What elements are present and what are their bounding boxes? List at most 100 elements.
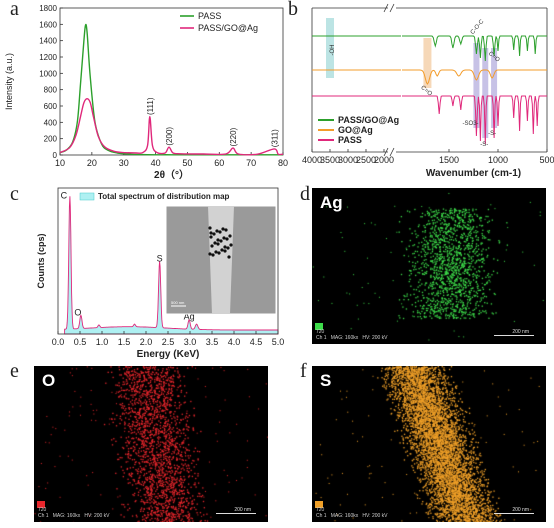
band-annotation: -SO3-: [463, 121, 479, 127]
x-tick-label: 1500: [439, 155, 459, 165]
tem-particle: [208, 252, 212, 256]
series-line-2: [59, 97, 284, 156]
map-footer: 720 Ch 1 MAG: 160kx HV: 200 kV: [316, 329, 388, 341]
tem-particle: [222, 236, 226, 240]
scale-bar-label: 200 nm: [512, 329, 529, 335]
x-tick-label: 1000: [488, 155, 508, 165]
x-tick-label: 0.0: [52, 337, 65, 347]
x-tick-label: 60: [214, 158, 224, 168]
x-tick-label: 80: [278, 158, 288, 168]
tem-particle: [216, 242, 220, 246]
element-color-chip: [37, 501, 45, 508]
panel-letter-d: d: [300, 183, 310, 205]
panel-letter-c: c: [10, 183, 19, 205]
peak-label: Ag: [184, 312, 195, 322]
x-tick-label: 70: [246, 158, 256, 168]
y-tick-label: 600: [44, 102, 58, 111]
legend-label: GO@Ag: [338, 125, 373, 135]
x-tick-label: 2500: [356, 155, 376, 165]
scale-bar: [494, 335, 534, 336]
x-tick-label: 4000: [302, 155, 322, 165]
scale-bar: [494, 513, 534, 514]
band-annotation: -S-: [488, 131, 496, 137]
peak-label: S: [157, 254, 163, 264]
tem-particle: [224, 228, 228, 232]
s-map: S 720 Ch 1 MAG: 160kx HV: 200 kV 200 nm: [312, 366, 546, 522]
x-tick-label: 3500: [320, 155, 340, 165]
x-tick-label: 20: [87, 158, 97, 168]
tem-particle: [209, 231, 213, 235]
x-axis-label: Wavenumber (cm-1): [426, 168, 521, 179]
tem-particle: [216, 238, 220, 242]
legend-label: PASS/GO@Ag: [338, 115, 399, 125]
element-color-chip: [315, 501, 323, 508]
x-tick-label: 3000: [338, 155, 358, 165]
tem-particle: [223, 245, 227, 249]
s-band-1: [482, 48, 489, 138]
peak-annotation: (111): [146, 97, 155, 115]
tem-particle: [219, 239, 223, 243]
map-element-label: Ag: [320, 193, 343, 212]
legend-label: PASS: [198, 11, 221, 21]
axis-break-mark: [383, 3, 389, 13]
tem-particle: [229, 243, 233, 247]
tem-particle: [225, 237, 229, 241]
axis-break-mark: [389, 147, 395, 157]
x-tick-label: 5.0: [272, 337, 285, 347]
legend-swatch: [79, 192, 95, 201]
tem-scale-label: 500 nm: [171, 300, 185, 305]
series-line-3: [312, 95, 547, 145]
tem-fiber: [208, 206, 234, 314]
tem-particle: [226, 246, 230, 250]
map-footer: 720 Ch 1 MAG: 160kx HV: 200 kV: [316, 507, 388, 519]
s-map-dots: [312, 366, 546, 522]
y-tick-label: 1200: [39, 53, 57, 62]
x-tick-label: 0.5: [74, 337, 87, 347]
x-tick-label: 4.5: [250, 337, 263, 347]
tem-particle: [221, 227, 225, 231]
o-map-dots: [34, 366, 268, 522]
scale-bar: [216, 513, 256, 514]
tem-particle: [210, 244, 214, 248]
eds-chart: 0.0 0.5 1.0 1.5 2.0 2.5 3.0 3.5 4.0 4.5 5.0 Energy …: [36, 187, 285, 360]
peak-label: C: [61, 190, 68, 200]
axis-break-mark: [383, 147, 389, 157]
x-tick-label: 40: [151, 158, 161, 168]
x-tick-label: 4.0: [228, 337, 241, 347]
o-map: O 720 Ch 1 MAG: 160kx HV: 200 kV 200 nm: [34, 366, 268, 522]
tem-particle: [227, 255, 231, 259]
element-color-chip: [315, 323, 323, 330]
peak-annotation: (220): [229, 127, 238, 146]
tem-particle: [223, 249, 227, 253]
band-annotation: -S-: [480, 142, 488, 148]
x-tick-label: 2000: [374, 155, 394, 165]
x-tick-label: 50: [182, 158, 192, 168]
peak-label: O: [74, 308, 81, 318]
y-tick-label: 400: [44, 118, 58, 127]
x-tick-label: 1.5: [118, 337, 131, 347]
tem-particle: [215, 229, 219, 233]
legend-label: Total spectrum of distribution map: [98, 192, 230, 201]
scale-bar-label: 200 nm: [512, 507, 529, 513]
y-tick-label: 1400: [39, 37, 57, 46]
tem-particle: [209, 235, 213, 239]
series-line-2: [312, 69, 547, 85]
band-annotation: -OH: [330, 45, 336, 56]
map-element-label: S: [320, 371, 332, 390]
tem-particle: [208, 226, 212, 230]
panel-letter-a: a: [10, 0, 19, 20]
x-tick-label: 1.0: [96, 337, 109, 347]
x-axis-label: Energy (KeV): [137, 349, 200, 360]
tem-particle: [211, 253, 215, 257]
y-tick-label: 1800: [39, 4, 57, 13]
x-tick-label: 2.5: [162, 337, 175, 347]
x-tick-label: 30: [119, 158, 129, 168]
tem-particle: [213, 241, 217, 245]
map-element-label: O: [42, 371, 56, 390]
peak-annotation: (311): [270, 129, 279, 147]
oh-band: [326, 18, 334, 78]
y-tick-label: 1600: [39, 20, 57, 29]
band-annotation: C-O-C: [470, 18, 486, 36]
tem-particle: [217, 251, 221, 255]
